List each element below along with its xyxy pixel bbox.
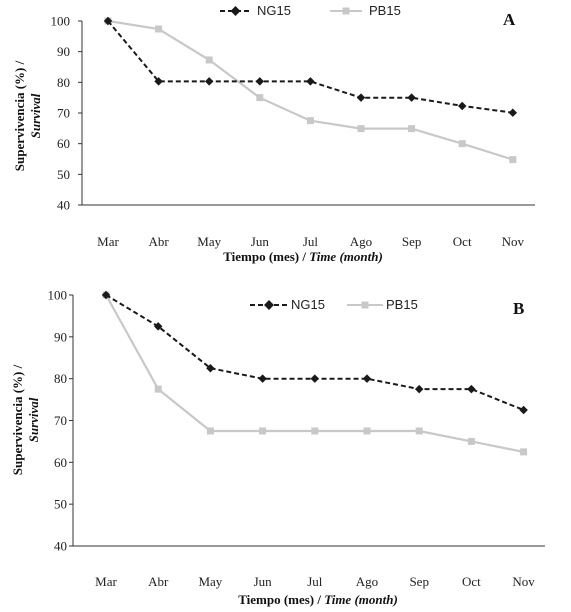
y-tick-label: 90 xyxy=(54,329,67,344)
y-axis-label-b-main: Supervivencia (%) / xyxy=(10,364,25,475)
x-tick-label: Abr xyxy=(148,574,169,589)
y-tick-label: 50 xyxy=(57,167,70,182)
y-tick-label: 50 xyxy=(54,497,67,512)
legend-b-pb15-label: PB15 xyxy=(386,297,418,312)
data-point-ng15 xyxy=(206,363,215,373)
data-point-ng15 xyxy=(467,384,476,394)
data-point-pb15 xyxy=(520,448,528,456)
y-tick-label: 70 xyxy=(57,106,70,121)
data-point-ng15 xyxy=(101,290,111,300)
y-axis-label-a-italic: Survival xyxy=(28,93,43,138)
legend-a: NG15 PB15 xyxy=(220,3,401,18)
data-point-ng15 xyxy=(255,77,265,86)
legend-b-ng15-marker xyxy=(264,300,274,310)
data-point-pb15 xyxy=(363,427,371,435)
x-tick-label: Oct xyxy=(462,574,481,589)
data-point-pb15 xyxy=(311,427,319,435)
data-point-pb15 xyxy=(155,25,163,33)
data-point-pb15 xyxy=(205,56,213,64)
series-a xyxy=(103,16,518,164)
data-point-pb15 xyxy=(467,437,475,445)
x-tick-label: Jul xyxy=(303,234,319,249)
data-point-ng15 xyxy=(519,405,528,415)
y-tick-label: 100 xyxy=(51,14,71,29)
legend-a-ng15-marker xyxy=(230,6,241,16)
data-point-ng15 xyxy=(310,374,320,383)
x-tick-label: Oct xyxy=(453,234,472,249)
data-point-pb15 xyxy=(509,156,517,164)
data-point-ng15 xyxy=(258,374,267,383)
data-point-pb15 xyxy=(458,140,466,148)
x-ticks-a: Mar Abr May Jun Jul Ago Sep Oct Nov xyxy=(97,234,524,249)
data-point-pb15 xyxy=(154,385,162,393)
y-tick-label: 60 xyxy=(54,455,67,470)
y-axis-label-b-italic: Survival xyxy=(26,397,41,442)
y-tick-label: 80 xyxy=(57,75,70,90)
x-axis-label-b: Tiempo (mes) / Time (month) xyxy=(238,592,398,607)
legend-b-pb15-marker xyxy=(361,301,369,309)
panel-letter-a: A xyxy=(503,10,516,29)
x-tick-label: Sep xyxy=(402,234,422,249)
y-ticks-a: 40 50 60 70 80 90 100 xyxy=(51,14,82,213)
data-point-ng15 xyxy=(362,374,372,383)
x-tick-label: May xyxy=(197,234,221,249)
series-line-pb15 xyxy=(107,19,514,161)
y-axis-label-a-main: Supervivencia (%) / xyxy=(12,60,27,171)
data-point-pb15 xyxy=(206,427,214,435)
x-tick-label: Jun xyxy=(254,574,273,589)
data-point-pb15 xyxy=(415,427,423,435)
data-point-ng15 xyxy=(508,108,518,117)
x-tick-label: Mar xyxy=(97,234,119,249)
legend-a-pb15-label: PB15 xyxy=(369,3,401,18)
series-line-ng15 xyxy=(105,294,524,411)
panel-b: B NG15 PB15 40 50 60 70 80 90 100 Mar Abr May Jun… xyxy=(10,288,545,607)
x-axis-label-a: Tiempo (mes) / Time (month) xyxy=(223,249,383,264)
data-point-ng15 xyxy=(204,77,214,86)
data-point-ng15 xyxy=(414,384,424,394)
data-point-ng15 xyxy=(457,101,467,111)
data-point-ng15 xyxy=(356,93,366,102)
x-tick-label: Nov xyxy=(502,234,525,249)
data-point-pb15 xyxy=(408,125,416,133)
data-point-ng15 xyxy=(154,77,163,86)
data-point-ng15 xyxy=(306,77,315,86)
legend-b: NG15 PB15 xyxy=(250,297,418,312)
y-tick-label: 90 xyxy=(57,44,70,59)
y-tick-label: 70 xyxy=(54,413,67,428)
x-tick-label: Mar xyxy=(95,574,117,589)
y-tick-label: 40 xyxy=(54,539,67,554)
y-tick-label: 40 xyxy=(57,198,70,213)
y-tick-label: 80 xyxy=(54,371,67,386)
data-point-ng15 xyxy=(153,322,163,331)
x-tick-label: Abr xyxy=(148,234,169,249)
legend-a-ng15-label: NG15 xyxy=(257,3,291,18)
x-tick-label: Sep xyxy=(409,574,429,589)
x-tick-label: Jun xyxy=(251,234,270,249)
x-tick-label: Ago xyxy=(350,234,372,249)
x-tick-label: Ago xyxy=(356,574,378,589)
x-tick-label: May xyxy=(198,574,222,589)
panel-a: A NG15 PB15 40 50 60 70 80 90 100 Mar Abr May Jun… xyxy=(12,3,535,264)
y-tick-label: 60 xyxy=(57,136,70,151)
y-ticks-b: 40 50 60 70 80 90 100 xyxy=(48,288,73,554)
data-point-pb15 xyxy=(357,125,365,133)
data-point-pb15 xyxy=(259,427,267,435)
y-tick-label: 100 xyxy=(48,288,68,303)
x-ticks-b: Mar Abr May Jun Jul Ago Sep Oct Nov xyxy=(95,574,535,589)
series-b xyxy=(101,290,528,456)
data-point-pb15 xyxy=(256,94,264,102)
x-tick-label: Jul xyxy=(307,574,323,589)
data-point-ng15 xyxy=(407,93,416,102)
series-line-ng15 xyxy=(107,20,513,114)
x-tick-label: Nov xyxy=(512,574,535,589)
panel-letter-b: B xyxy=(513,299,524,318)
legend-b-ng15-label: NG15 xyxy=(291,297,325,312)
legend-a-pb15-marker xyxy=(342,7,350,15)
data-point-pb15 xyxy=(306,117,314,125)
